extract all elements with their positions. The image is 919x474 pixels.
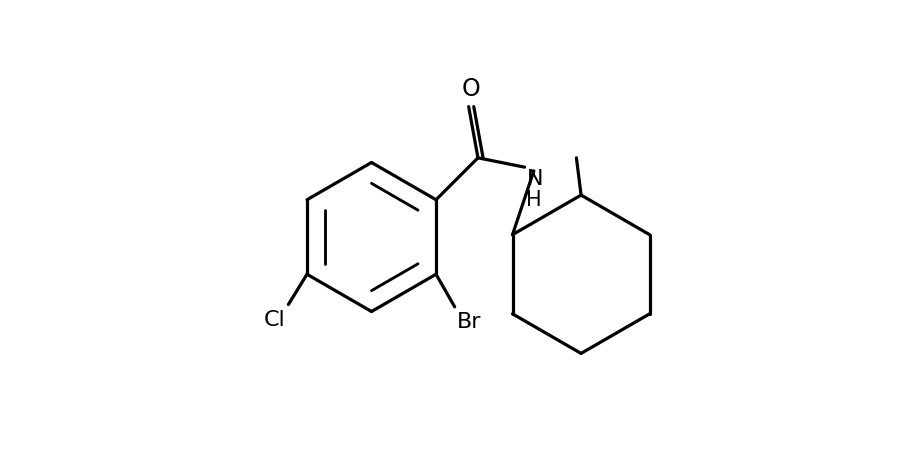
Text: Cl: Cl [264,310,285,330]
Text: N: N [526,170,542,190]
Text: O: O [461,77,480,101]
Text: H: H [526,191,541,210]
Text: Br: Br [456,312,481,332]
